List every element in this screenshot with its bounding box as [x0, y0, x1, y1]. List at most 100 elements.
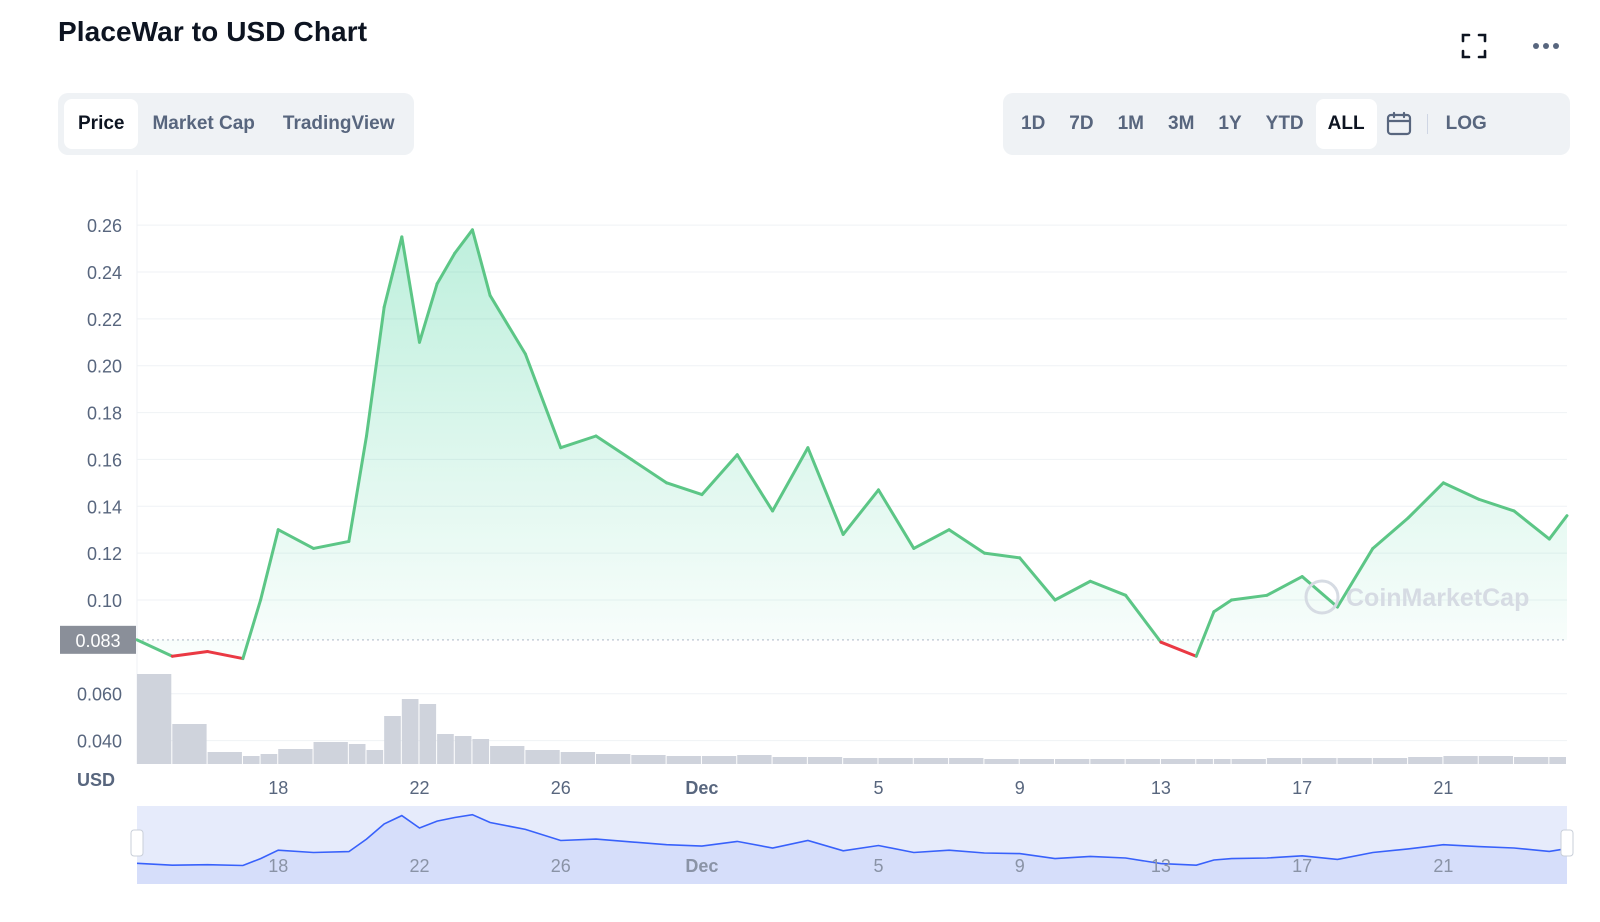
price-line-segment	[735, 453, 775, 513]
price-line-segment	[312, 539, 351, 550]
price-line-segment	[1335, 546, 1375, 609]
volume-bar	[631, 755, 666, 764]
volume-bar	[949, 758, 984, 764]
volume-bar	[437, 734, 454, 764]
range-7d[interactable]: 7D	[1069, 113, 1094, 134]
volume-bar	[1231, 759, 1266, 764]
volume-bar	[1372, 758, 1408, 764]
volume-bar	[172, 724, 207, 764]
volume-bar	[1302, 758, 1337, 764]
fullscreen-icon[interactable]	[1456, 28, 1492, 64]
currency-label: USD	[77, 770, 115, 790]
price-line-segment	[1512, 509, 1551, 541]
price-line-segment	[1212, 598, 1234, 614]
price-line-segment	[470, 228, 492, 297]
price-line-segment	[365, 305, 386, 438]
log-scale-toggle[interactable]: LOG	[1445, 113, 1487, 134]
volume-bar	[1337, 758, 1372, 764]
navigator-tick-label: 17	[1292, 856, 1312, 876]
range-1y[interactable]: 1Y	[1218, 113, 1242, 134]
navigator-area	[137, 814, 1567, 884]
range-1m[interactable]: 1M	[1117, 113, 1144, 134]
price-line-segment	[135, 638, 174, 658]
tab-market-cap[interactable]: Market Cap	[152, 113, 255, 134]
navigator-tick-label: 9	[1015, 856, 1025, 876]
chart-title: PlaceWar to USD Chart	[58, 16, 368, 47]
price-line-segment	[1441, 481, 1481, 501]
price-line-segment	[1300, 575, 1339, 609]
volume-bar	[137, 674, 172, 764]
volume-bar	[807, 757, 843, 764]
range-ytd[interactable]: YTD	[1265, 113, 1304, 134]
volume-bar	[1478, 756, 1514, 764]
volume-bar	[419, 704, 437, 764]
price-line-segment	[1194, 610, 1216, 658]
price-line-segment	[417, 282, 439, 344]
price-line-segment	[1053, 579, 1092, 602]
range-3m[interactable]: 3M	[1168, 113, 1195, 134]
navigator-tick-label: 26	[551, 856, 571, 876]
x-tick-label: 5	[873, 778, 883, 798]
volume-bar	[1266, 758, 1302, 764]
volume-bar	[772, 757, 807, 764]
range-all[interactable]: ALL	[1315, 99, 1377, 149]
time-range-selector: 1D 7D 1M 3M 1Y YTD ALL LOG	[1003, 93, 1570, 155]
price-line-segment	[400, 235, 421, 344]
x-tick-label: 13	[1151, 778, 1171, 798]
price-line-segment	[1088, 579, 1128, 597]
x-tick-label: Dec	[685, 778, 718, 798]
price-line-segment	[435, 251, 457, 286]
navigator-line	[136, 813, 1568, 867]
y-tick-label: 0.10	[87, 591, 122, 611]
volume-bar	[490, 746, 525, 764]
price-line-segment	[259, 528, 280, 602]
tab-price[interactable]: Price	[64, 99, 139, 149]
y-tick-label: 0.14	[87, 497, 122, 517]
price-line-segment	[1230, 593, 1269, 602]
price-line-segment	[1018, 556, 1057, 602]
volume-bar	[313, 742, 348, 764]
navigator-tick-label: 22	[409, 856, 429, 876]
price-line-segment	[700, 453, 739, 497]
volume-bar	[560, 752, 596, 764]
price-line-segment	[594, 434, 633, 461]
volume-bar	[260, 754, 278, 764]
tab-tradingview[interactable]: TradingView	[282, 113, 395, 134]
range-1d[interactable]: 1D	[1021, 113, 1046, 134]
volume-bar	[366, 750, 384, 764]
price-line-segment	[1124, 593, 1163, 644]
volume-bar	[1408, 757, 1443, 764]
volume-bar	[1160, 759, 1196, 764]
volume-bar	[1090, 759, 1125, 764]
volume-bar	[1514, 757, 1549, 764]
y-tick-label: 0.060	[77, 685, 122, 705]
price-line-segment	[559, 434, 598, 450]
price-line-segment	[206, 650, 245, 661]
y-tick-label: 0.18	[87, 404, 122, 424]
y-tick-label: 0.040	[77, 732, 122, 752]
x-tick-label: 17	[1292, 778, 1312, 798]
volume-bar	[701, 756, 737, 764]
x-tick-label: 9	[1015, 778, 1025, 798]
volume-bar	[596, 754, 631, 764]
navigator-handle-left[interactable]	[130, 829, 144, 857]
y-tick-label: 0.20	[87, 357, 122, 377]
volume-bar	[454, 736, 472, 764]
volume-bar	[472, 739, 490, 764]
navigator-handle-right[interactable]	[1560, 829, 1574, 857]
y-tick-label: 0.16	[87, 450, 122, 470]
volume-bar	[242, 756, 260, 764]
calendar-icon[interactable]	[1377, 99, 1421, 149]
price-line-segment	[1406, 481, 1445, 520]
volume-bar	[1213, 759, 1231, 764]
price-line-segment	[170, 650, 210, 658]
baseline-tag-label: 0.083	[75, 631, 120, 651]
price-line-segment	[806, 446, 845, 536]
volume-bar	[384, 716, 401, 764]
x-tick-label: 22	[409, 778, 429, 798]
volume-bar	[348, 744, 366, 764]
y-tick-label: 0.22	[87, 310, 122, 330]
navigator-tick-label: 5	[873, 856, 883, 876]
price-line-segment	[523, 352, 563, 450]
more-horizontal-icon[interactable]	[1528, 28, 1564, 64]
